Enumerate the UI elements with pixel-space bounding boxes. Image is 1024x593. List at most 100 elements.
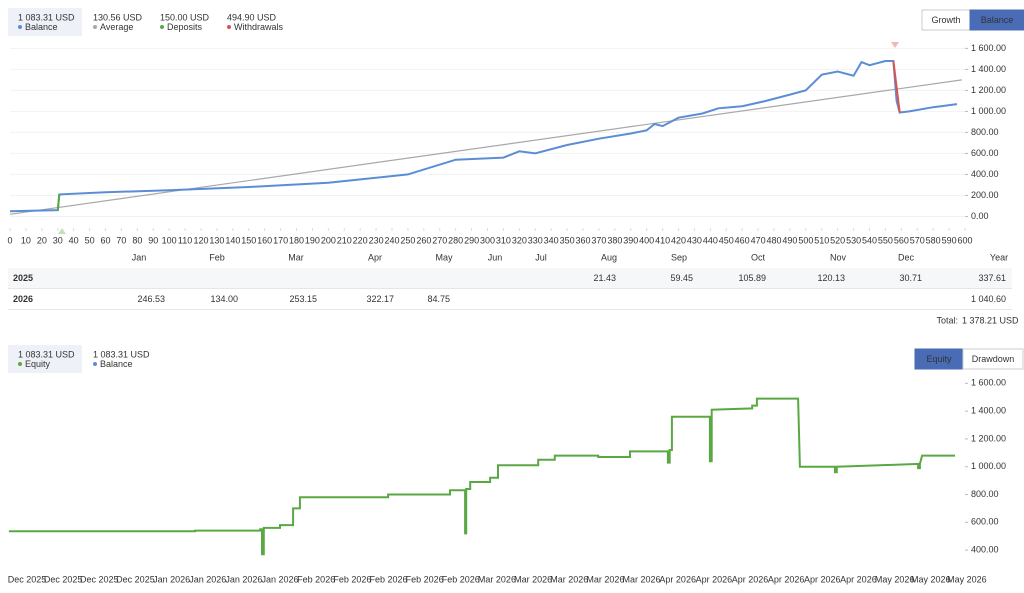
y-tick-label: 200.00 bbox=[971, 190, 999, 200]
legend-dot bbox=[93, 25, 97, 29]
x-tick-label: 200 bbox=[321, 235, 336, 245]
x-tick-label: 540 bbox=[862, 235, 877, 245]
x-tick-label: 100 bbox=[162, 235, 177, 245]
x-tick-label: Mar 2026 bbox=[586, 574, 624, 584]
tab-button[interactable] bbox=[962, 348, 1024, 370]
month-value: 30.71 bbox=[899, 273, 922, 283]
x-tick-label: 230 bbox=[369, 235, 384, 245]
x-tick-label: 580 bbox=[926, 235, 941, 245]
month-header: Mar bbox=[288, 252, 304, 262]
total-label: Total: bbox=[936, 315, 958, 325]
x-tick-label: 390 bbox=[623, 235, 638, 245]
x-tick-label: 370 bbox=[591, 235, 606, 245]
x-tick-label: 110 bbox=[178, 235, 192, 245]
month-value: 105.89 bbox=[738, 273, 766, 283]
month-header: Oct bbox=[751, 252, 766, 262]
table-row bbox=[8, 268, 1012, 288]
legend-summary: 1 083.31 USD bbox=[18, 349, 75, 359]
y-tick-label: 400.00 bbox=[971, 169, 999, 179]
month-header: Jun bbox=[488, 252, 503, 262]
x-tick-label: 490 bbox=[782, 235, 797, 245]
tab-label[interactable]: Equity bbox=[926, 354, 952, 364]
legend-active-bg bbox=[8, 8, 82, 36]
y-tick-label: 1 000.00 bbox=[971, 106, 1006, 116]
tab-label[interactable]: Growth bbox=[931, 15, 960, 25]
legend-active-bg bbox=[8, 345, 82, 373]
x-tick-label: 330 bbox=[528, 235, 543, 245]
x-tick-label: Apr 2026 bbox=[804, 574, 841, 584]
x-tick-label: 280 bbox=[448, 235, 463, 245]
series-line bbox=[892, 60, 901, 113]
x-tick-label: 60 bbox=[100, 235, 110, 245]
month-header: Aug bbox=[601, 252, 617, 262]
x-tick-label: 470 bbox=[751, 235, 766, 245]
x-tick-label: 600 bbox=[957, 235, 972, 245]
y-tick-label: 800.00 bbox=[971, 489, 999, 499]
x-tick-label: 270 bbox=[432, 235, 447, 245]
tab-button[interactable] bbox=[969, 9, 1024, 31]
x-tick-label: Jan 2026 bbox=[189, 574, 226, 584]
y-tick-label: 1 400.00 bbox=[971, 64, 1006, 74]
y-tick-label: 1 600.00 bbox=[971, 378, 1006, 388]
series-line bbox=[9, 79, 962, 215]
legend-name: Average bbox=[100, 22, 133, 32]
tab-label[interactable]: Drawdown bbox=[972, 354, 1015, 364]
tab-label[interactable]: Balance bbox=[981, 15, 1014, 25]
month-header: Dec bbox=[898, 252, 915, 262]
legend-name: Equity bbox=[25, 359, 51, 369]
x-tick-label: 340 bbox=[544, 235, 559, 245]
x-tick-label: May 2026 bbox=[947, 574, 987, 584]
month-header: May bbox=[435, 252, 453, 262]
table-row bbox=[8, 289, 1012, 309]
x-tick-label: 130 bbox=[209, 235, 224, 245]
x-tick-label: May 2026 bbox=[911, 574, 951, 584]
total-value: 1 378.21 USD bbox=[962, 315, 1019, 325]
x-tick-label: Feb 2026 bbox=[369, 574, 407, 584]
x-tick-label: 590 bbox=[942, 235, 957, 245]
x-tick-label: 240 bbox=[384, 235, 399, 245]
legend-name: Withdrawals bbox=[234, 22, 284, 32]
x-tick-label: 360 bbox=[575, 235, 590, 245]
legend-dot bbox=[93, 362, 97, 366]
x-tick-label: Mar 2026 bbox=[623, 574, 661, 584]
month-header: Nov bbox=[830, 252, 847, 262]
x-tick-label: 450 bbox=[719, 235, 734, 245]
legend-summary: 494.90 USD bbox=[227, 12, 277, 22]
y-tick-label: 1 000.00 bbox=[971, 461, 1006, 471]
y-tick-label: 600.00 bbox=[971, 517, 999, 527]
y-tick-label: 1 200.00 bbox=[971, 85, 1006, 95]
x-tick-label: 160 bbox=[257, 235, 272, 245]
series-line bbox=[56, 194, 61, 211]
x-tick-label: Dec 2025 bbox=[116, 574, 155, 584]
x-tick-label: Apr 2026 bbox=[732, 574, 769, 584]
x-tick-label: 440 bbox=[703, 235, 718, 245]
legend-dot bbox=[227, 25, 231, 29]
x-tick-label: 320 bbox=[512, 235, 527, 245]
x-tick-label: 420 bbox=[671, 235, 686, 245]
legend-summary: 130.56 USD bbox=[93, 12, 143, 22]
x-tick-label: 190 bbox=[305, 235, 320, 245]
x-tick-label: 70 bbox=[116, 235, 126, 245]
x-tick-label: 500 bbox=[798, 235, 813, 245]
withdrawal-marker bbox=[891, 42, 899, 48]
x-tick-label: Feb 2026 bbox=[297, 574, 335, 584]
month-value: 1 040.60 bbox=[971, 294, 1006, 304]
x-tick-label: Mar 2026 bbox=[514, 574, 552, 584]
x-tick-label: 210 bbox=[337, 235, 352, 245]
legend-dot bbox=[160, 25, 164, 29]
x-tick-label: 150 bbox=[241, 235, 256, 245]
month-header: Jan bbox=[132, 252, 147, 262]
month-value: 134.00 bbox=[210, 294, 238, 304]
x-tick-label: May 2026 bbox=[875, 574, 915, 584]
x-tick-label: Apr 2026 bbox=[768, 574, 805, 584]
x-tick-label: 350 bbox=[560, 235, 575, 245]
x-tick-label: 250 bbox=[400, 235, 415, 245]
x-tick-label: 180 bbox=[289, 235, 304, 245]
x-tick-label: Feb 2026 bbox=[406, 574, 444, 584]
x-tick-label: 220 bbox=[353, 235, 368, 245]
x-tick-label: Feb 2026 bbox=[333, 574, 371, 584]
x-tick-label: 90 bbox=[148, 235, 158, 245]
legend-summary: 1 083.31 USD bbox=[93, 349, 150, 359]
x-tick-label: Apr 2026 bbox=[659, 574, 696, 584]
